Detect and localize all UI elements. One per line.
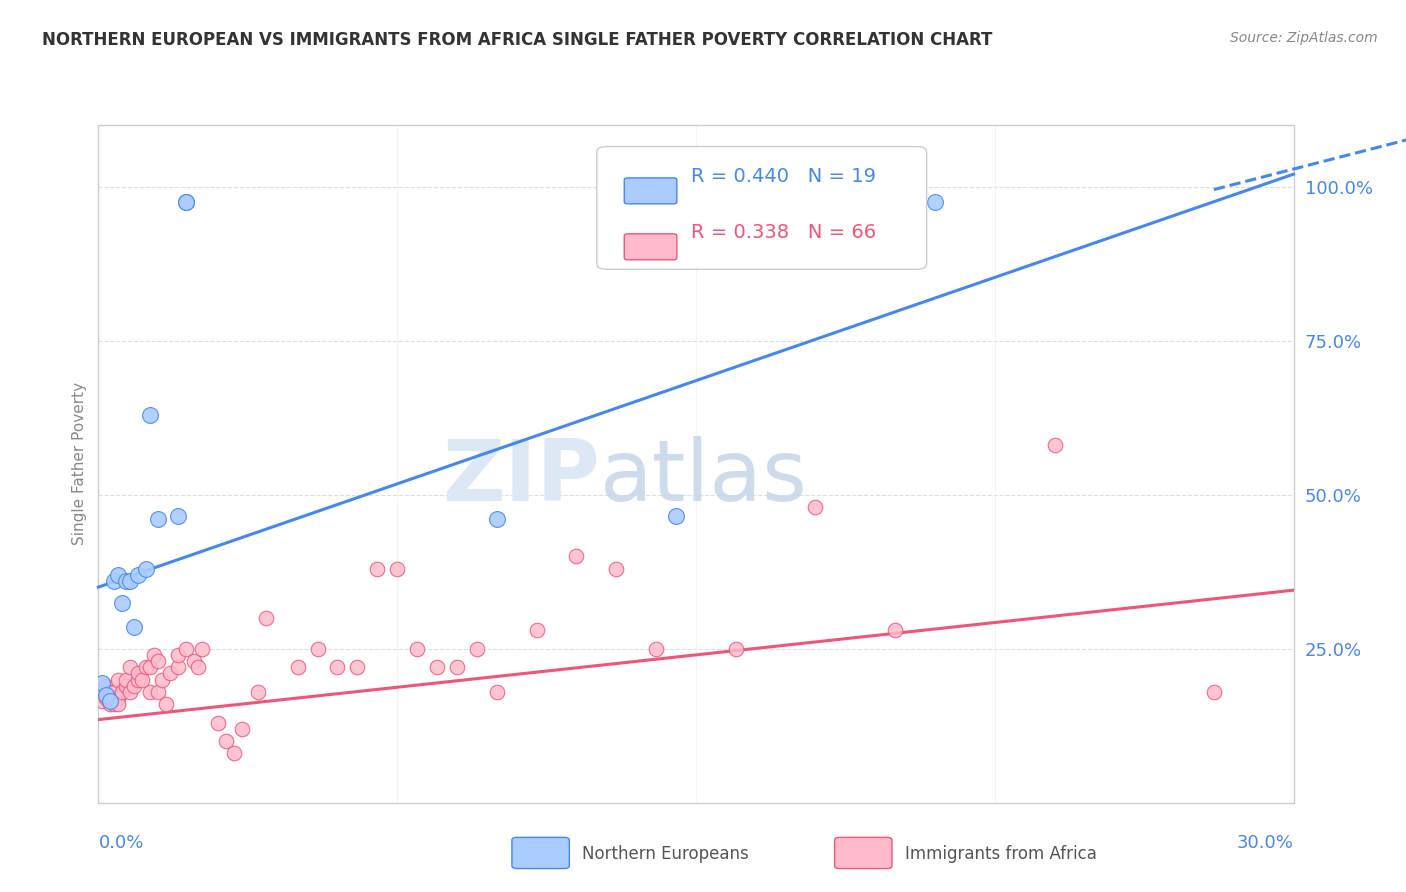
Point — [91, 694, 114, 708]
Point — [222, 747, 245, 761]
Point — [174, 641, 197, 656]
Point — [366, 561, 388, 575]
Point — [148, 685, 170, 699]
Text: R = 0.338   N = 66: R = 0.338 N = 66 — [692, 223, 876, 242]
Point — [139, 408, 162, 422]
Point — [724, 641, 747, 656]
Point — [115, 679, 138, 693]
Point — [326, 660, 349, 674]
Point — [426, 660, 449, 674]
Point — [115, 673, 138, 687]
Point — [307, 641, 329, 656]
Point — [167, 660, 190, 674]
Text: 30.0%: 30.0% — [1237, 834, 1294, 852]
Point — [804, 500, 827, 514]
Point — [246, 685, 269, 699]
FancyBboxPatch shape — [624, 234, 676, 260]
Text: Northern Europeans: Northern Europeans — [582, 845, 749, 863]
Point — [96, 688, 118, 702]
Point — [207, 715, 229, 730]
Point — [159, 666, 181, 681]
Point — [98, 691, 122, 706]
Point — [127, 673, 149, 687]
Text: NORTHERN EUROPEAN VS IMMIGRANTS FROM AFRICA SINGLE FATHER POVERTY CORRELATION CH: NORTHERN EUROPEAN VS IMMIGRANTS FROM AFR… — [42, 31, 993, 49]
Y-axis label: Single Father Poverty: Single Father Poverty — [72, 383, 87, 545]
Point — [605, 561, 627, 575]
Point — [406, 641, 429, 656]
Point — [174, 194, 197, 209]
Point — [124, 679, 146, 693]
Point — [167, 509, 190, 524]
Point — [150, 673, 173, 687]
Point — [1043, 438, 1066, 452]
Point — [131, 673, 153, 687]
Point — [96, 691, 118, 706]
Point — [96, 679, 118, 693]
Point — [103, 697, 125, 711]
Point — [446, 660, 468, 674]
Point — [231, 722, 253, 736]
Point — [465, 641, 488, 656]
Point — [120, 660, 142, 674]
Point — [91, 675, 114, 690]
Point — [565, 549, 588, 564]
Point — [139, 685, 162, 699]
Point — [191, 641, 214, 656]
Point — [346, 660, 368, 674]
Point — [115, 574, 138, 588]
Point — [107, 697, 129, 711]
Point — [135, 660, 157, 674]
Point — [127, 666, 149, 681]
Point — [884, 624, 907, 638]
FancyBboxPatch shape — [596, 146, 927, 269]
Point — [645, 641, 668, 656]
Point — [143, 648, 166, 662]
Point — [135, 561, 157, 575]
Point — [98, 697, 122, 711]
Point — [1202, 685, 1225, 699]
Point — [148, 654, 170, 668]
Point — [98, 694, 122, 708]
Point — [103, 574, 125, 588]
Point — [107, 673, 129, 687]
Text: R = 0.440   N = 19: R = 0.440 N = 19 — [692, 167, 876, 186]
Point — [103, 685, 125, 699]
Point — [98, 685, 122, 699]
Point — [174, 194, 197, 209]
Point — [124, 620, 146, 634]
Point — [148, 512, 170, 526]
Point — [215, 734, 238, 748]
Point — [254, 611, 277, 625]
Text: 0.0%: 0.0% — [98, 834, 143, 852]
Point — [385, 561, 409, 575]
Point — [111, 685, 134, 699]
Point — [485, 685, 508, 699]
Point — [107, 691, 129, 706]
Point — [127, 567, 149, 582]
FancyBboxPatch shape — [512, 838, 569, 869]
Text: Immigrants from Africa: Immigrants from Africa — [905, 845, 1097, 863]
Point — [485, 512, 508, 526]
Point — [183, 654, 205, 668]
FancyBboxPatch shape — [835, 838, 891, 869]
Text: ZIP: ZIP — [443, 436, 600, 519]
FancyBboxPatch shape — [624, 178, 676, 204]
Point — [526, 624, 548, 638]
Point — [155, 697, 177, 711]
Point — [167, 648, 190, 662]
Point — [107, 567, 129, 582]
Point — [924, 194, 946, 209]
Point — [120, 574, 142, 588]
Point — [91, 688, 114, 702]
Point — [139, 660, 162, 674]
Text: atlas: atlas — [600, 436, 808, 519]
Text: Source: ZipAtlas.com: Source: ZipAtlas.com — [1230, 31, 1378, 45]
Point — [120, 685, 142, 699]
Point — [111, 595, 134, 609]
Point — [665, 509, 688, 524]
Point — [187, 660, 209, 674]
Point — [287, 660, 309, 674]
